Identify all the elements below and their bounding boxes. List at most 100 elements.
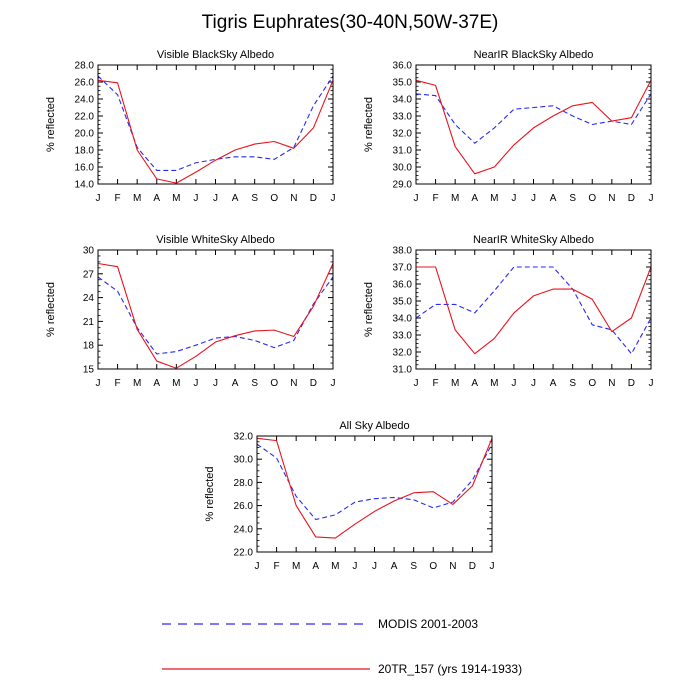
panel-nearir-whitesky-albedo: NearIR WhiteSky Albedo % reflected J F M A M J J… [363,234,654,389]
x-tick-label: J [511,378,516,389]
y-tick-label: 33.0 [393,112,413,123]
legend-label-modis: MODIS 2001-2003 [378,617,478,631]
y-tick-label: 15 [83,365,95,376]
y-tick-label: 24.0 [75,95,95,106]
y-axis-label: % reflected [45,282,57,337]
series-line-20tr [416,266,652,355]
x-tick-label: A [471,193,478,204]
y-tick-label: 26.0 [75,78,95,89]
x-tick-label: O [588,378,596,389]
x-tick-label: J [193,378,198,389]
x-tick-label: O [588,193,596,204]
y-tick-label: 21 [83,317,95,328]
x-tick-label: D [628,193,635,204]
x-tick-label: S [251,193,258,204]
plot-frame [415,64,652,185]
x-tick-label: J [372,561,377,572]
x-tick-label: J [213,378,218,389]
x-tick-label: F [433,378,439,389]
y-tick-label: 31.0 [393,146,413,157]
x-tick-label: N [608,378,615,389]
plot-frame [256,435,493,553]
x-tick-label: J [649,378,654,389]
panel-visible-whitesky-albedo: Visible WhiteSky Albedo % reflected J F M A M J… [45,234,336,389]
x-tick-label: J [352,561,357,572]
y-axis-label: % reflected [363,97,375,152]
x-tick-label: F [433,193,439,204]
y-tick-label: 30.0 [234,455,254,466]
y-tick-label: 36.0 [393,61,413,72]
x-tick-label: F [115,378,121,389]
x-tick-label: M [133,378,141,389]
x-tick-label: J [193,193,198,204]
x-tick-label: M [172,378,180,389]
x-tick-label: D [310,193,317,204]
plot-frame [97,64,334,185]
x-tick-label: O [270,378,278,389]
panel-title: Visible BlackSky Albedo [157,49,274,61]
x-tick-label: J [649,193,654,204]
x-tick-label: O [270,193,278,204]
plot-frame [97,249,334,370]
x-tick-label: N [290,193,297,204]
x-tick-label: A [153,378,160,389]
y-tick-label: 27 [83,269,95,280]
x-tick-label: J [96,378,101,389]
x-tick-label: S [569,193,576,204]
y-tick-label: 24.0 [234,524,254,535]
x-tick-label: J [213,193,218,204]
series-line-20tr [97,79,334,184]
y-tick-label: 35.0 [393,78,413,89]
x-tick-label: A [232,193,239,204]
series-line-modis [256,443,493,521]
series-line-20tr [97,262,334,369]
series-line-20tr [256,437,493,539]
x-tick-label: A [550,378,557,389]
y-tick-label: 37.0 [393,263,413,274]
x-tick-label: M [331,561,339,572]
panel-title: NearIR BlackSky Albedo [474,49,594,61]
x-tick-label: N [608,193,615,204]
plot-frame [415,249,652,370]
x-tick-label: J [511,193,516,204]
x-tick-label: A [153,193,160,204]
y-tick-label: 35.0 [393,297,413,308]
x-tick-label: S [569,378,576,389]
y-tick-label: 36.0 [393,280,413,291]
x-tick-label: M [133,193,141,204]
y-tick-label: 18 [83,341,95,352]
y-axis-label: % reflected [204,466,216,521]
y-tick-label: 30 [83,246,95,257]
x-tick-label: J [531,193,536,204]
y-tick-label: 22.0 [75,112,95,123]
y-tick-label: 28.0 [234,478,254,489]
y-tick-label: 32.0 [393,129,413,140]
y-tick-label: 29.0 [393,180,413,191]
x-tick-label: N [290,378,297,389]
x-tick-label: M [490,378,498,389]
y-tick-label: 22.0 [234,548,254,559]
x-tick-label: J [531,378,536,389]
x-tick-label: A [312,561,319,572]
x-tick-label: M [172,193,180,204]
panel-title: NearIR WhiteSky Albedo [473,234,594,246]
x-tick-label: J [331,378,336,389]
series-line-20tr [415,79,652,175]
x-tick-label: A [232,378,239,389]
series-line-modis [97,75,334,171]
x-tick-label: A [550,193,557,204]
x-tick-label: N [449,561,456,572]
y-tick-label: 28.0 [75,61,95,72]
x-tick-label: D [628,378,635,389]
x-tick-label: F [115,193,121,204]
y-tick-label: 38.0 [393,246,413,257]
panel-title: Visible WhiteSky Albedo [156,234,274,246]
y-tick-label: 31.0 [393,365,413,376]
figure-title: Tigris Euphrates(30-40N,50W-37E) [201,12,499,33]
panel-visible-blacksky-albedo: Visible BlackSky Albedo % reflected J F M A M J… [45,49,336,204]
series-line-modis [415,266,652,355]
x-tick-label: M [292,561,300,572]
x-tick-label: J [331,193,336,204]
y-axis-label: % reflected [45,97,57,152]
